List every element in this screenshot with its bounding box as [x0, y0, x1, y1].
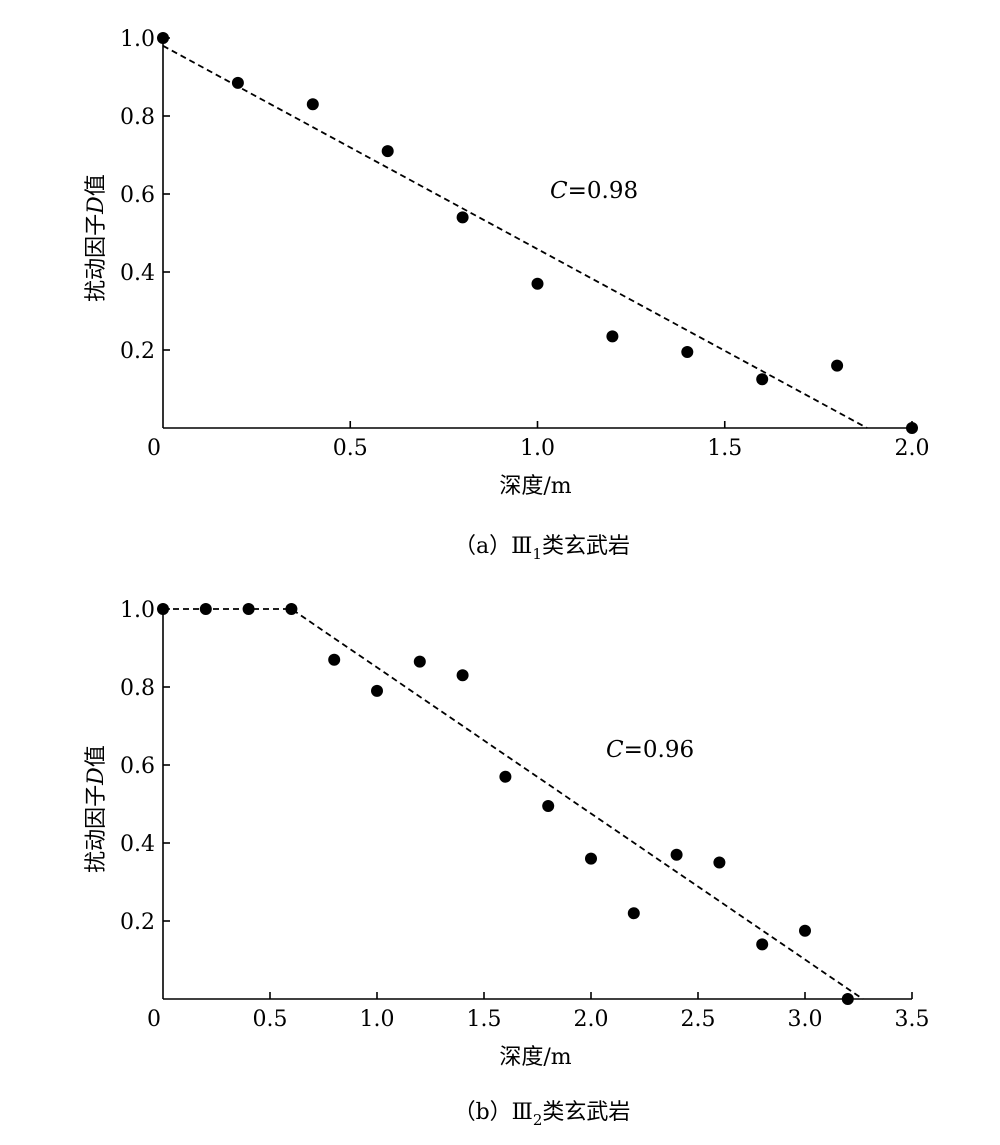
y-axis-label-post: 值: [84, 745, 109, 767]
data-point: [906, 422, 918, 434]
x-tick-label: 3.5: [895, 1007, 930, 1032]
y-tick-label: 0.2: [120, 910, 155, 935]
y-axis-label-post: 值: [84, 174, 109, 196]
data-point: [285, 603, 298, 615]
data-point: [199, 603, 212, 615]
data-point: [242, 603, 255, 615]
data-point: [799, 924, 811, 937]
x-tick-label: 2.5: [681, 1007, 716, 1032]
data-point: [157, 603, 169, 615]
y-tick-label: 0.8: [120, 105, 155, 130]
annotation-value: =0.96: [624, 737, 694, 763]
fit-line: [162, 45, 868, 429]
caption-subscript: 1: [532, 545, 542, 563]
annotation-value: =0.98: [568, 178, 638, 204]
panel-caption: （a）Ⅲ1类玄武岩: [454, 534, 630, 563]
y-axis-label-var: D: [84, 196, 109, 215]
x-axis-label: 深度/m: [499, 474, 571, 499]
caption-rock: 类玄武岩: [542, 1100, 630, 1125]
data-point: [157, 32, 169, 44]
y-tick-label: 0.4: [120, 832, 155, 857]
data-point: [306, 98, 319, 111]
correlation-annotation: C=0.96: [606, 737, 694, 763]
x-tick-label: 1.5: [707, 436, 742, 461]
caption-grade: Ⅲ: [512, 1100, 533, 1125]
caption-rock: 类玄武岩: [542, 534, 630, 559]
caption-subscript: 2: [533, 1111, 543, 1129]
data-point: [606, 330, 619, 343]
x-tick-label: 0: [147, 1007, 161, 1032]
data-point: [328, 653, 341, 666]
data-point: [381, 145, 394, 158]
data-point: [713, 856, 726, 869]
x-tick-label: 3.0: [788, 1007, 823, 1032]
data-point: [585, 852, 597, 865]
x-axis-label: 深度/m: [499, 1045, 571, 1070]
data-point: [542, 799, 555, 812]
data-point: [231, 76, 244, 89]
data-point: [627, 907, 640, 920]
caption-label: （b）: [454, 1100, 512, 1125]
data-point: [670, 848, 683, 861]
y-tick-label: 1.0: [120, 598, 155, 623]
panel-caption: （b）Ⅲ2类玄武岩: [454, 1100, 631, 1129]
data-point: [371, 684, 383, 697]
data-point: [531, 277, 544, 290]
data-point: [413, 655, 426, 668]
annotation-variable: C: [550, 178, 568, 204]
x-tick-label: 0.5: [253, 1007, 288, 1032]
y-tick-label: 0.2: [120, 339, 155, 364]
y-tick-label: 0.6: [120, 183, 155, 208]
caption-grade: Ⅲ: [511, 534, 532, 559]
x-tick-label: 0.5: [333, 436, 368, 461]
data-point: [841, 993, 854, 1005]
y-axis-label-var: D: [84, 767, 109, 786]
y-tick-label: 0.4: [120, 261, 155, 286]
y-axis-label-pre: 扰动因子: [84, 785, 109, 873]
data-point: [456, 211, 469, 224]
x-tick-label: 1.0: [520, 436, 555, 461]
y-axis-label: 扰动因子D值: [84, 174, 109, 302]
x-tick-label: 2.0: [895, 436, 930, 461]
chart-panel-b: 0 0.5 1.0 1.5 2.0 2.5 3.0 3.5 0.2 0.4 0.6 0.8 1.0 C=0…: [84, 598, 930, 1129]
data-point: [456, 669, 469, 682]
chart-panel-a: 0 0.5 1.0 1.5 2.0 0.2 0.4 0.6 0.8 1.0 C=0.98 深度/m 扰动…: [84, 27, 930, 563]
y-tick-label: 1.0: [120, 27, 155, 52]
data-point: [756, 938, 769, 951]
data-point: [756, 373, 769, 386]
data-point: [831, 359, 844, 372]
y-axis-label: 扰动因子D值: [84, 745, 109, 873]
y-axis-label-pre: 扰动因子: [84, 214, 109, 302]
x-tick-label: 2.0: [574, 1007, 609, 1032]
x-tick-label: 1.5: [467, 1007, 502, 1032]
x-tick-label: 1.0: [360, 1007, 395, 1032]
data-point: [681, 345, 694, 358]
data-point: [499, 770, 512, 783]
correlation-annotation: C=0.98: [550, 178, 638, 204]
caption-label: （a）: [454, 534, 511, 559]
y-tick-label: 0.6: [120, 754, 155, 779]
annotation-variable: C: [606, 737, 624, 763]
y-tick-label: 0.8: [120, 676, 155, 701]
x-tick-label: 0: [147, 436, 161, 461]
